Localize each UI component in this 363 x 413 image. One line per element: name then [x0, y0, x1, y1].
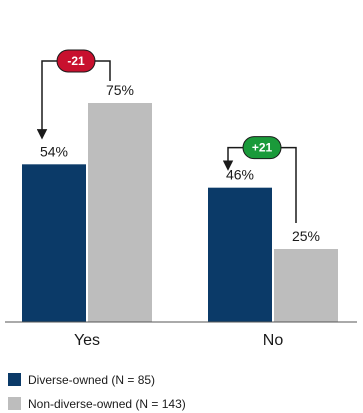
difference-badge-yes: [56, 49, 96, 73]
legend-swatch-series-0: [8, 373, 21, 386]
data-label-no-series-1: 25%: [292, 228, 320, 244]
data-label-no-series-0: 46%: [226, 167, 254, 183]
bar-no-series-0: [208, 187, 272, 322]
data-label-yes-series-0: 54%: [40, 143, 68, 159]
category-label-no: No: [263, 332, 284, 349]
legend-swatch-series-1: [8, 397, 21, 410]
difference-annotation-yes: -21: [36, 49, 111, 140]
difference-annotation-no: +21: [222, 136, 297, 223]
legend: Diverse-owned (N = 85) Non-diverse-owned …: [8, 373, 186, 411]
bar-no-series-1: [274, 249, 338, 322]
difference-badge-no: [242, 136, 282, 160]
difference-badge-label-yes: -21: [67, 54, 85, 68]
annotations-group: -21 +21: [36, 49, 297, 223]
category-label-yes: Yes: [74, 332, 100, 349]
category-labels: Yes No: [74, 332, 283, 349]
difference-badge-label-no: +21: [252, 141, 273, 155]
legend-label-series-1: Non-diverse-owned (N = 143): [28, 397, 186, 411]
data-label-yes-series-1: 75%: [106, 82, 134, 98]
bar-yes-series-1: [88, 103, 152, 322]
bars-group: 54% 75% 46% 25%: [22, 82, 338, 322]
bar-yes-series-0: [22, 164, 86, 322]
legend-label-series-0: Diverse-owned (N = 85): [28, 373, 155, 387]
